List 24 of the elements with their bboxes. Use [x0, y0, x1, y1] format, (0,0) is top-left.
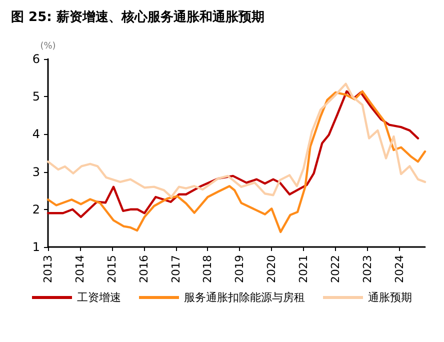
y-tick-label: 2: [32, 202, 40, 216]
x-tick-label: 2016: [137, 255, 150, 283]
y-axis-title: (%): [40, 42, 56, 52]
x-tick-label: 2024: [392, 255, 406, 283]
y-tick-label: 5: [32, 90, 40, 104]
legend-label: 工资增速: [77, 291, 121, 304]
line-series: [46, 82, 426, 198]
x-tick-label: 2021: [297, 255, 310, 283]
x-tick-label: 2018: [201, 255, 214, 283]
legend-label: 通胀预期: [368, 291, 412, 304]
x-tick-label: 2020: [265, 255, 278, 283]
chart-title: 图 25: 薪资增速、核心服务通胀和通胀预期: [11, 9, 264, 25]
x-tick-label: 2022: [329, 255, 342, 283]
y-tick-label: 6: [32, 52, 40, 66]
y-tick-label: 4: [32, 127, 40, 142]
x-tick-label: 2013: [42, 255, 54, 283]
x-tick-label: 2023: [360, 255, 374, 283]
x-tick-label: 2014: [73, 255, 86, 283]
y-tick-label: 3: [32, 164, 40, 179]
x-tick-label: 2015: [105, 255, 118, 283]
y-tick-label: 1: [32, 240, 40, 254]
legend-label: 服务通胀扣除能源与房租: [184, 291, 305, 304]
x-tick-label: 2019: [233, 255, 246, 283]
x-tick-label: 2017: [169, 255, 182, 283]
